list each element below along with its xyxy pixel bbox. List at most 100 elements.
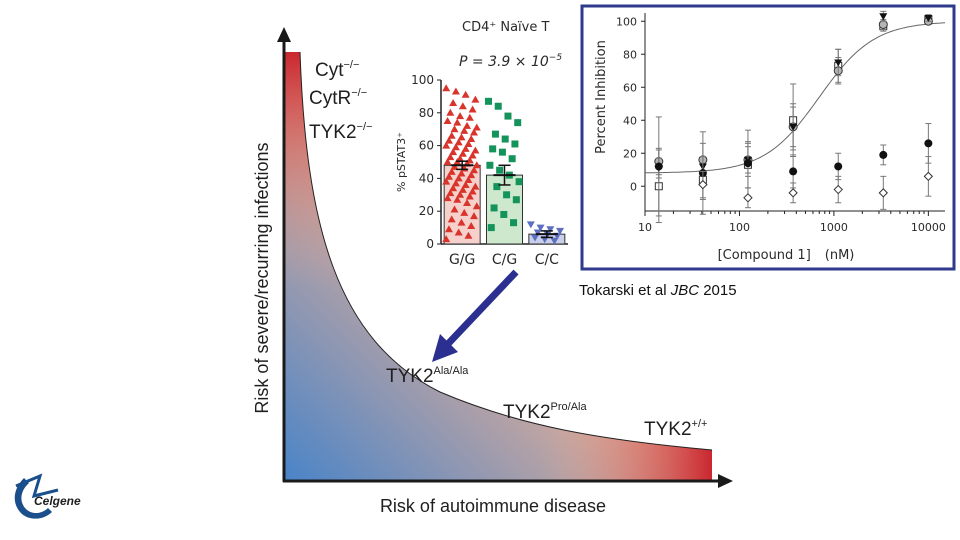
bar-chart-y-label: % pSTAT3⁺ (395, 132, 408, 192)
gg-data-point (461, 90, 470, 98)
gg-data-point (472, 123, 481, 131)
genotype-label-tyk2-pro-ala: TYK2Pro/Ala (503, 401, 587, 423)
gg-data-point (469, 166, 478, 174)
gg-data-point (458, 102, 467, 110)
cg-data-point (496, 166, 504, 174)
cg-data-point (504, 112, 512, 120)
cc-data-point (546, 226, 555, 234)
bar-chart-title: CD4⁺ Naïve T (462, 20, 549, 35)
inhibition-y-tick-label: 100 (616, 15, 637, 28)
gg-data-point (465, 192, 474, 200)
gg-data-point (471, 146, 480, 154)
cg-data-point (486, 161, 494, 169)
gg-data-point (447, 167, 456, 175)
inhibition-x-tick-label: 10000 (911, 221, 946, 234)
gg-data-point (451, 143, 460, 151)
gg-data-point (460, 126, 469, 134)
inhibition-chart-border (580, 4, 956, 271)
celgene-logo-swoosh (15, 473, 59, 499)
gg-data-point (468, 187, 477, 195)
gg-data-point (442, 141, 451, 149)
gg-data-point (443, 117, 452, 124)
gg-data-point (456, 190, 465, 198)
gg-data-point (451, 179, 460, 187)
gg-data-point (443, 158, 452, 165)
gg-data-point (456, 112, 465, 120)
cg-data-point (512, 196, 520, 204)
x-axis-arrow (718, 474, 733, 488)
filled-circle-point (789, 167, 798, 176)
gg-data-point (464, 176, 473, 184)
gg-data-point (444, 172, 453, 180)
filled-triangle-point (924, 14, 933, 22)
risk-curve (299, 51, 713, 451)
gg-data-point (467, 135, 476, 143)
inhibition-x-tick-label: 10 (638, 221, 652, 234)
gg-data-point (444, 136, 453, 144)
gg-data-point (442, 177, 451, 185)
inhibition-curve-chart: Percent Inhibition [Compound 1] (nM) 0 20 4… (594, 10, 946, 263)
gg-data-point (447, 131, 456, 139)
citation: Tokarski et al JBC 2015 (579, 282, 737, 299)
cc-data-point (536, 224, 545, 232)
genotype-label-tyk2-wt: TYK2+/+ (644, 418, 707, 440)
filled-circle-point (743, 159, 752, 168)
cg-data-point (485, 97, 492, 105)
gg-data-point (457, 169, 466, 177)
gg-data-point (453, 118, 462, 126)
cg-data-point (500, 210, 508, 218)
gg-data-point (467, 221, 476, 229)
gg-data-point (454, 228, 463, 236)
celgene-logo-mark (14, 478, 52, 519)
open-diamond-point (698, 179, 708, 190)
gg-data-point (451, 87, 460, 95)
gg-data-point (450, 125, 459, 133)
gg-data-point (449, 184, 458, 192)
gg-data-point (458, 149, 467, 157)
gg-data-point (454, 138, 463, 146)
inhibition-x-tick-label: 100 (729, 221, 750, 234)
cg-data-point (490, 204, 498, 212)
y-axis-label: Risk of severe/recurring infections (252, 142, 272, 413)
filled-circle-point (879, 150, 888, 159)
cc-data-point (556, 227, 565, 235)
inhibition-x-tick-label: 1000 (820, 221, 848, 234)
gg-data-point (449, 148, 458, 156)
y-axis-arrow (277, 27, 291, 42)
cc-data-point (550, 237, 559, 245)
gg-data-point (442, 235, 451, 243)
cc-data-point (533, 229, 542, 237)
cc-data-point (526, 221, 535, 229)
bar-y-tick-label: 60 (419, 139, 434, 153)
open-diamond-point (743, 193, 753, 203)
filled-triangle-point (879, 13, 888, 21)
gg-data-point (464, 231, 473, 239)
inhibition-x-label: [Compound 1] (nM) (718, 248, 855, 263)
pstat3-bar-chart: CD4⁺ Naïve T P = 3.9 × 10−5 % pSTAT3⁺ 0 2… (395, 20, 568, 268)
filled-circle-point (834, 162, 843, 171)
cg-data-point (501, 135, 509, 143)
gg-data-point (460, 208, 469, 216)
bar-y-tick-label: 80 (419, 106, 434, 120)
cg-data-point (511, 140, 519, 148)
gg-data-point (443, 194, 452, 202)
celgene-logo-text: Celgene (34, 494, 81, 508)
gg-data-point (446, 108, 455, 116)
cg-data-point (498, 148, 506, 156)
bar-y-tick-label: 0 (426, 237, 434, 251)
gg-data-point (444, 225, 453, 233)
genotype-label-cyt: Cyt−/− (315, 59, 359, 81)
gg-data-point (469, 212, 478, 220)
inhibition-y-label: Percent Inhibition (594, 40, 609, 154)
genotype-label-cytr: CytR−/− (309, 87, 367, 109)
bar-chart-pvalue: P = 3.9 × 10−5 (459, 53, 562, 70)
gg-data-point (457, 133, 466, 141)
gg-data-point (446, 189, 455, 197)
gg-data-point (458, 185, 467, 193)
inhibition-y-tick-label: 0 (630, 180, 637, 193)
cg-data-point (503, 191, 511, 199)
cg-data-point (493, 183, 501, 191)
gg-data-point (446, 153, 455, 161)
filled-triangle-point (789, 123, 798, 131)
